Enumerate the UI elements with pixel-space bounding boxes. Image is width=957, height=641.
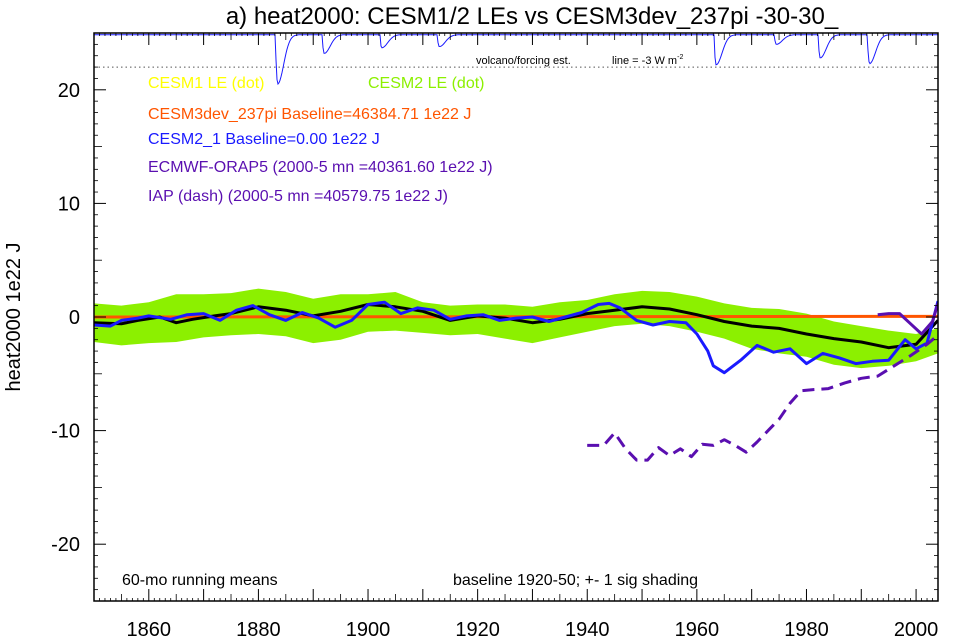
- legend-entry-3: CESM2_1 Baseline=0.00 1e22 J: [148, 131, 380, 148]
- x-tick-label-1900: 1900: [346, 619, 391, 641]
- series-iap-line: [587, 334, 938, 462]
- y-tick-label--10: -10: [51, 421, 80, 443]
- x-tick-label-2000: 2000: [894, 619, 939, 641]
- y-tick-label-10: 10: [58, 193, 80, 215]
- x-tick-label-1880: 1880: [236, 619, 281, 641]
- x-tick-label-1960: 1960: [675, 619, 720, 641]
- legend: CESM1 LE (dot) CESM2 LE (dot) CESM3dev_237…: [148, 75, 493, 205]
- volcano-line-label: line = -3 W m-2: [612, 54, 683, 67]
- legend-entry-5: IAP (dash) (2000-5 mn =40579.75 1e22 J): [148, 188, 448, 205]
- x-tick-label-1860: 1860: [127, 619, 172, 641]
- y-axis-label: heat2000 1e22 J: [3, 242, 25, 391]
- legend-entry-4: ECMWF-ORAP5 (2000-5 mn =40361.60 1e22 J): [148, 159, 493, 176]
- volcano-line-label-text: line = -3 W m: [612, 55, 677, 67]
- plot-area: [94, 34, 938, 462]
- axes: 1860 1880 1900 1920 1940 1960 1980 2000 -20 -10 0 1…: [51, 32, 939, 641]
- plot-series: [94, 34, 938, 462]
- x-tick-label-1980: 1980: [784, 619, 829, 641]
- legend-entry-1: CESM2 LE (dot): [368, 75, 484, 92]
- x-tick-label-1920: 1920: [455, 619, 500, 641]
- y-tick-label-20: 20: [58, 80, 80, 102]
- volcano-line-label-sup: -2: [677, 54, 683, 61]
- series-cesm2-1-line: [94, 300, 938, 375]
- legend-entry-0: CESM1 LE (dot): [148, 75, 264, 92]
- series-cesm2-le-band: [94, 288, 938, 369]
- chart-title: a) heat2000: CESM1/2 LEs vs CESM3dev_237…: [226, 3, 839, 30]
- y-tick-label--20: -20: [51, 534, 80, 556]
- volcano-label: volcano/forcing est.: [476, 55, 571, 67]
- note-running-means: 60-mo running means: [122, 572, 278, 589]
- x-tick-label-1940: 1940: [565, 619, 610, 641]
- series-ecmwf-orap5-line: [877, 302, 938, 336]
- y-tick-label-0: 0: [69, 307, 80, 329]
- note-baseline: baseline 1920-50; +- 1 sig shading: [453, 572, 698, 589]
- legend-entry-2: CESM3dev_237pi Baseline=46384.71 1e22 J: [148, 106, 471, 123]
